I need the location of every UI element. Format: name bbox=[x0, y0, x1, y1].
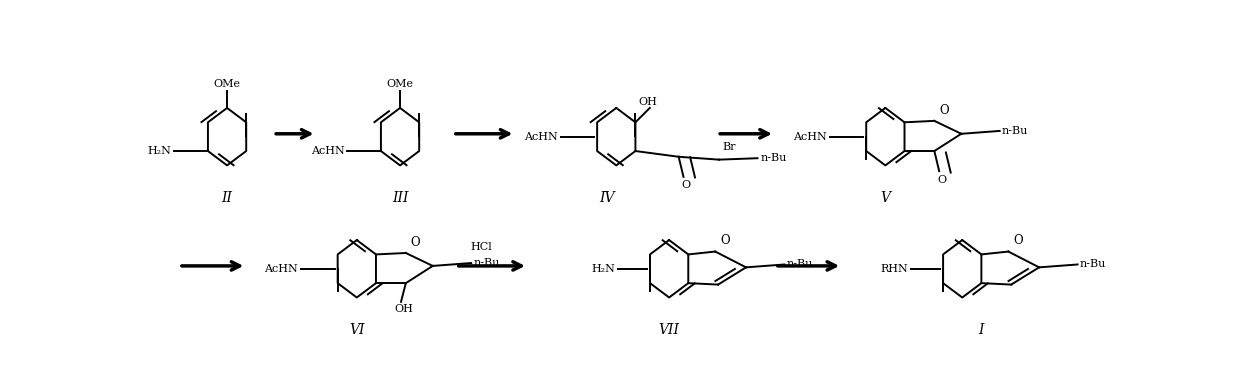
Text: III: III bbox=[392, 191, 408, 205]
Text: AcHN: AcHN bbox=[311, 146, 345, 156]
Text: V: V bbox=[880, 191, 890, 205]
Text: n-Bu: n-Bu bbox=[760, 153, 786, 163]
Text: O: O bbox=[1013, 234, 1023, 247]
Text: IV: IV bbox=[599, 191, 614, 205]
Text: VI: VI bbox=[350, 323, 365, 337]
Text: n-Bu: n-Bu bbox=[786, 260, 812, 269]
Text: O: O bbox=[937, 175, 946, 185]
Text: O: O bbox=[939, 104, 949, 116]
Text: OMe: OMe bbox=[387, 79, 414, 89]
Text: O: O bbox=[720, 234, 729, 247]
Text: OMe: OMe bbox=[213, 79, 241, 89]
Text: VII: VII bbox=[658, 323, 680, 337]
Text: AcHN: AcHN bbox=[525, 132, 558, 142]
Text: H₂N: H₂N bbox=[148, 146, 171, 156]
Text: OH: OH bbox=[639, 97, 657, 107]
Text: I: I bbox=[978, 323, 985, 337]
Text: RHN: RHN bbox=[880, 264, 909, 274]
Text: Br: Br bbox=[722, 142, 735, 153]
Text: OH: OH bbox=[394, 304, 413, 314]
Text: AcHN: AcHN bbox=[794, 132, 827, 142]
Text: O: O bbox=[410, 236, 420, 249]
Text: AcHN: AcHN bbox=[264, 264, 298, 274]
Text: n-Bu: n-Bu bbox=[1002, 126, 1028, 136]
Text: n-Bu: n-Bu bbox=[1080, 260, 1106, 269]
Text: HCl: HCl bbox=[470, 242, 492, 251]
Text: II: II bbox=[222, 191, 233, 205]
Text: H₂N: H₂N bbox=[591, 264, 615, 274]
Text: O: O bbox=[682, 180, 691, 190]
Text: n-Bu: n-Bu bbox=[474, 258, 500, 268]
